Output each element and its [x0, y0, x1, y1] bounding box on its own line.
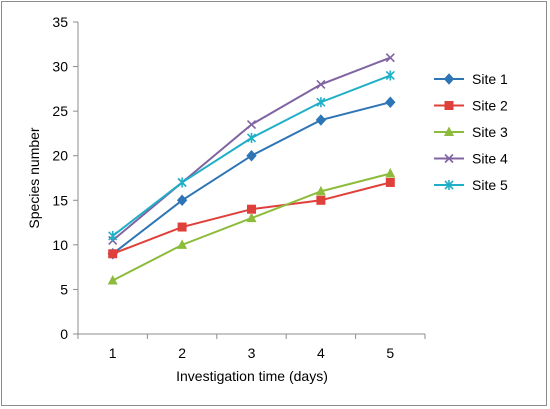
x-tick-label: 1: [109, 345, 117, 361]
y-tick-label: 0: [60, 326, 68, 342]
x-tick-label: 4: [317, 345, 325, 361]
data-point: [385, 177, 395, 187]
y-tick-label: 15: [52, 192, 68, 208]
data-point: [246, 149, 257, 162]
data-point: [177, 177, 187, 188]
legend-item-5: Site 5: [434, 177, 508, 193]
legend-marker: [444, 180, 454, 190]
legend-item-1: Site 1: [434, 71, 508, 87]
axes: 0 5 10 15 20 25 30 35 1 2 3 4 5: [52, 14, 426, 361]
data-point: [315, 114, 327, 126]
legend-item-4: Site 4: [434, 151, 508, 167]
data-point: [385, 168, 396, 178]
data-point: [247, 204, 256, 214]
legend-label: Site 4: [472, 151, 508, 167]
data-point: [316, 79, 326, 89]
data-point: [108, 230, 118, 241]
legend-marker: [443, 73, 455, 85]
data-point: [107, 275, 118, 285]
series-5: [108, 70, 395, 241]
data-point: [315, 185, 326, 196]
data-point: [316, 97, 326, 108]
data-point: [385, 96, 396, 108]
legend-marker: [444, 126, 454, 136]
y-tick-label: 5: [60, 281, 68, 297]
y-tick-label: 20: [52, 148, 68, 164]
y-tick-label: 25: [52, 103, 68, 119]
data-point: [246, 212, 257, 223]
legend-label: Site 2: [472, 98, 508, 114]
legend-marker: [444, 101, 454, 110]
y-tick-label: 10: [52, 237, 68, 253]
data-point: [176, 194, 188, 207]
y-tick-label: 30: [52, 59, 68, 75]
legend-label: Site 5: [472, 177, 508, 193]
series-layer: [107, 53, 396, 285]
x-tick-label: 3: [248, 345, 256, 361]
legend-label: Site 3: [472, 124, 508, 140]
legend: Site 1 Site 2 Site 3 Site 4 Site 5: [434, 71, 508, 193]
legend-item-2: Site 2: [434, 98, 508, 114]
data-point: [246, 132, 257, 143]
data-point: [177, 222, 187, 232]
data-point: [108, 249, 118, 259]
series-3: [107, 168, 396, 285]
y-axis-title: Species number: [26, 127, 42, 229]
legend-marker: [444, 153, 454, 164]
data-point: [385, 53, 395, 63]
x-tick-label: 2: [178, 345, 186, 361]
series-1: [107, 96, 396, 260]
series-2: [108, 177, 395, 259]
x-axis-title: Investigation time (days): [176, 368, 328, 384]
data-point: [316, 195, 326, 205]
legend-item-3: Site 3: [434, 124, 508, 140]
x-tick-label: 5: [386, 345, 394, 361]
data-point: [177, 239, 188, 249]
y-tick-label: 35: [52, 14, 68, 30]
data-point: [246, 119, 257, 130]
series-line: [112, 172, 391, 282]
legend-label: Site 1: [472, 71, 508, 87]
data-point: [385, 70, 395, 81]
